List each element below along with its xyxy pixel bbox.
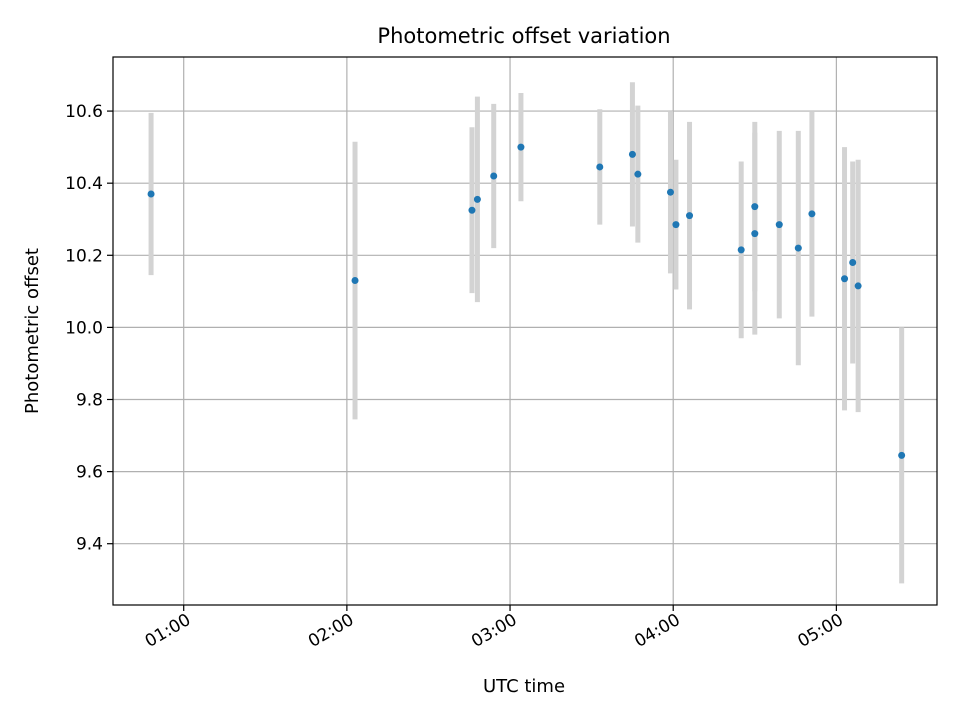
data-point <box>473 195 481 203</box>
data-point <box>841 275 849 283</box>
data-point <box>351 277 359 285</box>
y-tick-label: 10.0 <box>65 318 103 338</box>
data-point <box>775 221 783 229</box>
data-points <box>147 143 906 459</box>
x-axis-label: UTC time <box>483 676 565 697</box>
plot-frame <box>112 56 938 606</box>
data-point <box>634 170 642 178</box>
data-point <box>737 246 745 254</box>
data-point <box>854 282 862 290</box>
data-point <box>686 212 694 220</box>
y-tick-label: 10.6 <box>65 102 103 122</box>
chart-title: Photometric offset variation <box>377 24 670 48</box>
data-point <box>517 143 525 151</box>
data-point <box>596 163 604 171</box>
data-point <box>468 206 476 214</box>
data-point <box>808 210 816 218</box>
data-point <box>849 259 857 266</box>
y-tick-label: 9.4 <box>76 535 103 555</box>
data-point <box>672 221 680 229</box>
data-point <box>898 451 906 459</box>
y-tick-label: 10.2 <box>65 246 103 266</box>
y-tick-label: 9.6 <box>76 463 103 483</box>
data-point <box>751 230 759 238</box>
data-point <box>628 150 636 158</box>
y-axis-label: Photometric offset <box>22 248 43 414</box>
y-tick-label: 10.4 <box>65 174 103 194</box>
data-point <box>751 203 759 211</box>
data-point <box>794 244 802 252</box>
data-point <box>147 190 155 198</box>
y-tick-label: 9.8 <box>76 391 103 411</box>
data-point <box>666 188 674 196</box>
data-point <box>490 172 498 180</box>
